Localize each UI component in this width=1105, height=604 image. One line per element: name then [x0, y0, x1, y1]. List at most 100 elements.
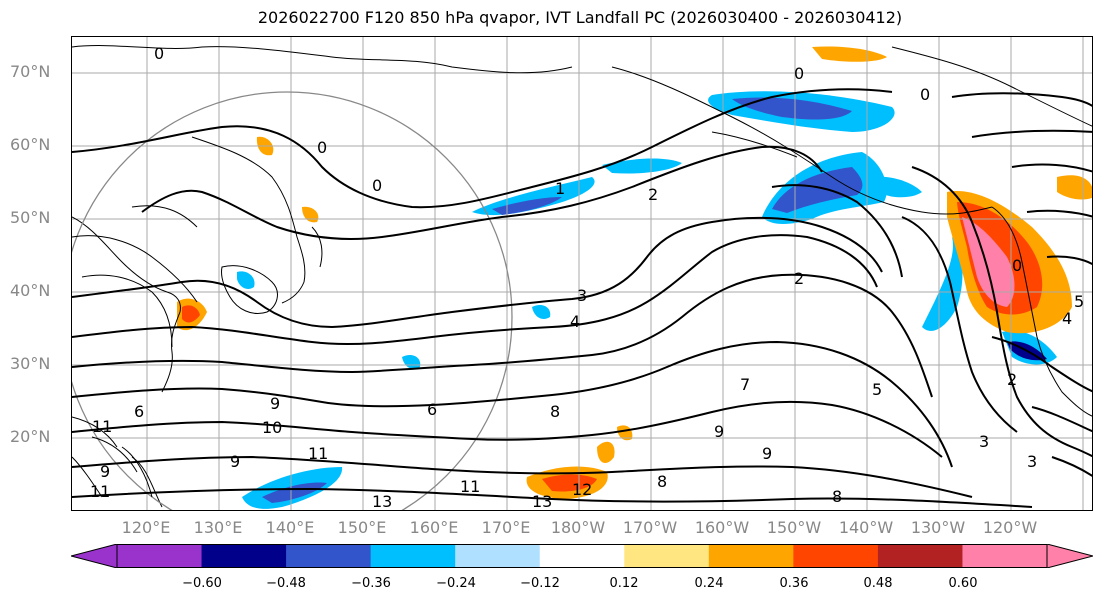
- colorbar-outline: [116, 544, 1048, 568]
- contour-label: 4: [1062, 309, 1072, 328]
- map-panel: 0 0 0 0 0 0 1 2 2 3 4 5 6 7 8 9 9 10 11 …: [71, 36, 1093, 511]
- lon-label-140e: 140°E: [265, 518, 315, 537]
- contour-label: 3: [577, 286, 587, 305]
- ivt-contours: [72, 88, 1092, 508]
- colorbar-tick-label: −0.48: [266, 576, 306, 591]
- colorbar-segment: [877, 544, 963, 568]
- lon-label-170e: 170°E: [481, 518, 531, 537]
- shade-patch: [182, 305, 200, 323]
- contour-label: 11: [308, 444, 328, 463]
- colorbar: [71, 544, 1093, 568]
- contour-label: 8: [657, 472, 667, 491]
- colorbar-tick-label: −0.12: [520, 576, 560, 591]
- lon-label-130w: 130°W: [910, 518, 966, 537]
- contour-label: 10: [262, 418, 282, 437]
- qvapor-contours: [72, 205, 198, 498]
- shade-patch: [597, 441, 615, 463]
- colorbar-segment: [286, 544, 372, 568]
- lon-label-180w: 180°W: [550, 518, 606, 537]
- shade-patch: [402, 355, 421, 369]
- contour-label: 9: [762, 444, 772, 463]
- lon-label-120e: 120°E: [121, 518, 171, 537]
- lon-label-150e: 150°E: [337, 518, 387, 537]
- shade-patch: [262, 482, 327, 503]
- map-canvas: 0 0 0 0 0 0 1 2 2 3 4 5 6 7 8 9 9 10 11 …: [72, 37, 1092, 511]
- lat-label-70n: 70°N: [10, 62, 51, 81]
- colorbar-tick-label: −0.24: [436, 576, 476, 591]
- contour-label: 11: [90, 482, 110, 501]
- shade-patch: [492, 197, 562, 215]
- contour-label: 8: [550, 402, 560, 421]
- contour-label: 9: [230, 452, 240, 471]
- contour-label: 11: [92, 417, 112, 436]
- shade-patch: [1057, 175, 1092, 200]
- contour-label: 5: [1074, 292, 1084, 311]
- lon-label-160e: 160°E: [409, 518, 459, 537]
- contour-label: 7: [740, 375, 750, 394]
- contour-label: 9: [714, 422, 724, 441]
- lon-label-170w: 170°W: [622, 518, 678, 537]
- colorbar-segment: [455, 544, 541, 568]
- lat-label-20n: 20°N: [10, 427, 51, 446]
- lon-label-160w: 160°W: [694, 518, 750, 537]
- shade-patch: [542, 474, 597, 492]
- colorbar-segment: [370, 544, 456, 568]
- shade-patch: [532, 305, 551, 319]
- shade-patch: [602, 158, 682, 174]
- contour-label: 3: [979, 432, 989, 451]
- colorbar-segment: [708, 544, 794, 568]
- contour-label: 3: [1027, 452, 1037, 471]
- shade-patch: [237, 271, 255, 290]
- colorbar-segment: [793, 544, 879, 568]
- contour-label: 9: [270, 394, 280, 413]
- colorbar-tick-label: 0.36: [779, 576, 809, 591]
- shade-patch: [872, 176, 922, 198]
- lon-label-130e: 130°E: [193, 518, 243, 537]
- colorbar-tick-label: 0.48: [863, 576, 893, 591]
- colorbar-extension-high: [1046, 544, 1093, 568]
- contour-label: 0: [317, 138, 327, 157]
- contour-label-group: 0 0 0 0 0 0 1 2 2 3 4 5 6 7 8 9 9 10 11 …: [90, 44, 1084, 511]
- contour-label: 0: [372, 176, 382, 195]
- contour-label: 5: [872, 380, 882, 399]
- shade-patch: [302, 206, 319, 223]
- contour-label: 0: [920, 85, 930, 104]
- lat-label-50n: 50°N: [10, 208, 51, 227]
- great-circle-outline: [72, 91, 513, 510]
- colorbar-segment: [624, 544, 710, 568]
- coastlines: [72, 45, 1092, 508]
- lat-label-40n: 40°N: [10, 281, 51, 300]
- shade-patch: [472, 177, 595, 216]
- contour-label: 2: [1007, 370, 1017, 389]
- contour-label: 13: [372, 492, 392, 511]
- colorbar-svg: [71, 544, 1093, 568]
- contour-label: 8: [832, 487, 842, 506]
- lon-label-140w: 140°W: [838, 518, 894, 537]
- colorbar-segment: [201, 544, 287, 568]
- lon-label-120w: 120°W: [982, 518, 1038, 537]
- colorbar-segment: [539, 544, 625, 568]
- colorbar-tick-label: 0.24: [694, 576, 724, 591]
- contour-label: 0: [1012, 256, 1022, 275]
- graticule: [72, 37, 1092, 510]
- contour-label: 6: [134, 402, 144, 421]
- contour-label: 13: [532, 492, 552, 511]
- lon-label-150w: 150°W: [766, 518, 822, 537]
- contour-label: 12: [572, 480, 592, 499]
- colorbar-tick-label: −0.60: [182, 576, 222, 591]
- contour-label: 1: [555, 179, 565, 198]
- shading-layer: [177, 46, 1092, 509]
- contour-label: 0: [794, 64, 804, 83]
- shade-patch: [812, 46, 887, 62]
- contour-label: 6: [427, 400, 437, 419]
- contour-label: 11: [460, 477, 480, 496]
- contour-label: 9: [100, 462, 110, 481]
- shade-patch: [962, 217, 1015, 307]
- contour-label: 4: [570, 312, 580, 331]
- colorbar-extension-low: [71, 544, 118, 568]
- shade-patch: [732, 97, 852, 120]
- lat-label-60n: 60°N: [10, 135, 51, 154]
- lat-label-30n: 30°N: [10, 354, 51, 373]
- colorbar-tick-label: 0.60: [948, 576, 978, 591]
- colorbar-tick-label: 0.12: [609, 576, 639, 591]
